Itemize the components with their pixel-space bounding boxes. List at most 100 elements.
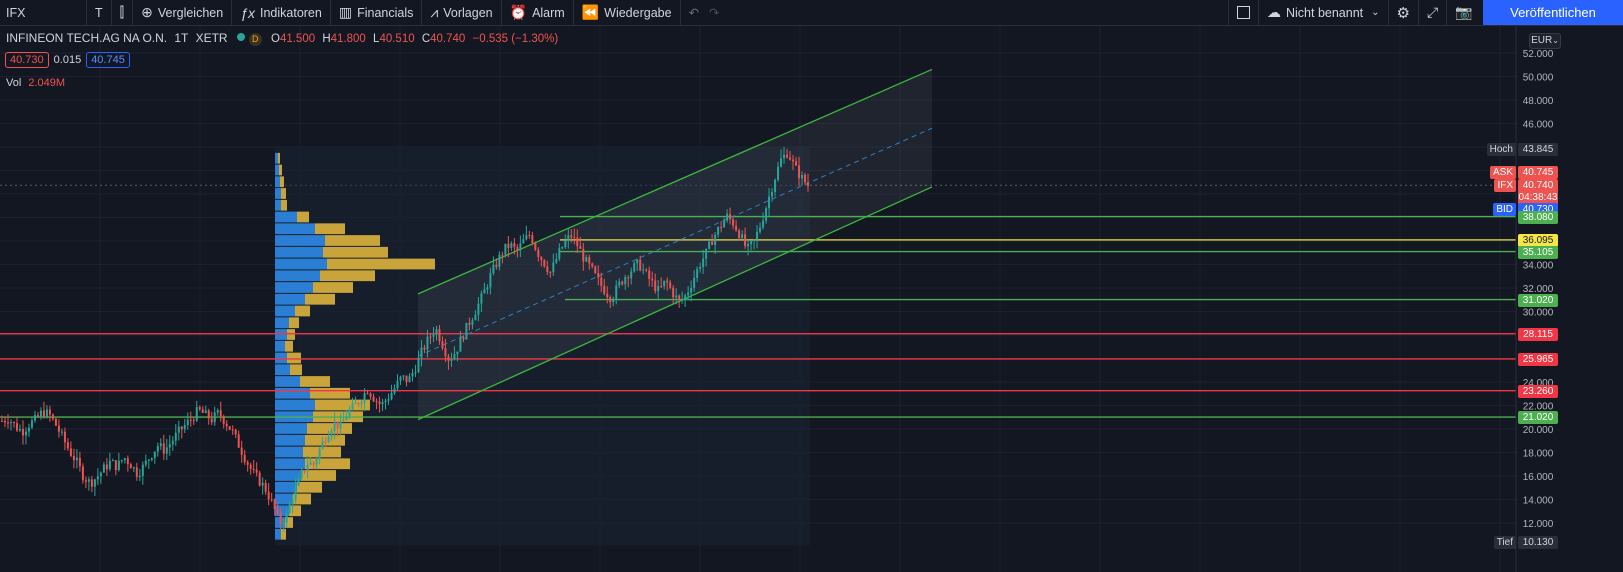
- candle-body: [348, 409, 351, 417]
- separator: [1228, 0, 1229, 25]
- candle-body: [507, 243, 510, 248]
- candle-body: [489, 273, 492, 288]
- axis-tick-label: 46.000: [1523, 120, 1554, 131]
- candle-body: [180, 426, 183, 430]
- candle-body: [243, 454, 246, 463]
- volume-profile-bar-up: [275, 223, 315, 235]
- candle-body: [678, 295, 681, 300]
- volume-profile-bar-up: [275, 329, 287, 340]
- candle-body: [384, 400, 387, 403]
- candle-body: [24, 431, 27, 436]
- volume-profile-bar-up: [275, 446, 303, 458]
- interval-button[interactable]: T: [87, 0, 111, 25]
- candle-body: [375, 401, 378, 403]
- candles: [1, 146, 809, 532]
- candle-body: [213, 412, 216, 423]
- axis-tick-label: 16.000: [1523, 472, 1554, 483]
- candle-body: [168, 444, 171, 448]
- candle-body: [807, 182, 809, 187]
- separator: [1417, 0, 1419, 25]
- candle-body: [456, 351, 459, 355]
- volume-profile-bar-down: [305, 458, 350, 470]
- sell-button[interactable]: 40.730: [5, 52, 49, 68]
- candle-body: [201, 409, 204, 413]
- candle-body: [222, 416, 225, 424]
- candle-body: [471, 320, 474, 325]
- ask-price-tag: 40.745: [1518, 166, 1558, 180]
- volume-value: 2.049M: [28, 77, 66, 89]
- volume-profile-bar-down: [315, 223, 345, 235]
- candle-body: [165, 447, 168, 454]
- fullscreen-select-button[interactable]: [1229, 0, 1258, 25]
- compare-button[interactable]: ⊕ Vergleichen: [133, 0, 231, 25]
- alarm-label: Alarm: [532, 5, 565, 20]
- chart-type-button[interactable]: ⫿: [112, 0, 132, 25]
- alarm-button[interactable]: ⏰ Alarm: [502, 0, 573, 25]
- candle-body: [579, 246, 582, 249]
- templates-button[interactable]: ⩘ Vorlagen: [422, 0, 500, 25]
- candle-body: [81, 466, 84, 481]
- candle-body: [492, 264, 495, 274]
- separator: [500, 0, 502, 25]
- candle-body: [723, 220, 726, 228]
- candle-body: [570, 235, 573, 238]
- candle-body: [741, 234, 744, 239]
- redo-button[interactable]: ↷: [707, 0, 727, 25]
- add-circle-icon: ⊕: [141, 4, 153, 20]
- candle-body: [36, 415, 39, 417]
- close-label: C: [421, 33, 431, 45]
- axis-tick-label: 30.000: [1523, 308, 1554, 319]
- volume-profile: [275, 147, 810, 546]
- candle-body: [333, 421, 336, 432]
- candle-body: [690, 287, 693, 293]
- layout-name-button[interactable]: ☁ Nicht benannt ⌄: [1259, 0, 1388, 25]
- candle-body: [123, 458, 126, 461]
- chart-canvas[interactable]: 52.00050.00048.00046.00044.00042.00040.0…: [0, 26, 1623, 572]
- volume-profile-bar-down: [310, 387, 350, 399]
- candle-body: [600, 277, 603, 286]
- ask-label-tag: ASK: [1489, 166, 1516, 180]
- settings-button[interactable]: ⚙: [1389, 0, 1418, 25]
- bar-countdown: 04:38:43: [1518, 192, 1558, 204]
- candle-body: [639, 259, 642, 271]
- level-price-tag: 36.095: [1518, 233, 1558, 247]
- fullscreen-button[interactable]: ⤢: [1419, 0, 1446, 25]
- candle-body: [255, 469, 258, 473]
- candle-body: [657, 285, 660, 292]
- volume-profile-bar-up: [275, 152, 278, 164]
- channel-mid-line: [417, 127, 933, 357]
- candle-body: [336, 421, 339, 429]
- axis-tick-label: 22.000: [1523, 402, 1554, 413]
- publish-button[interactable]: Veröffentlichen: [1483, 0, 1623, 25]
- currency-selector[interactable]: EUR⌄: [1529, 33, 1561, 49]
- replay-button[interactable]: ⏪ Wiedergabe: [574, 0, 680, 25]
- candle-body: [444, 348, 447, 357]
- candle-body: [645, 269, 648, 271]
- buy-button[interactable]: 40.745: [86, 52, 130, 68]
- candle-body: [390, 392, 393, 400]
- candle-body: [486, 287, 489, 290]
- parallel-channel[interactable]: [417, 68, 933, 421]
- candle-body: [288, 504, 291, 513]
- separator: [110, 0, 112, 25]
- candle-body: [720, 227, 723, 229]
- volume-profile-bar-up: [275, 235, 325, 246]
- horizontal-levels[interactable]: [0, 215, 1516, 418]
- undo-button[interactable]: ↶: [681, 0, 707, 25]
- indicators-button[interactable]: ƒx Indikatoren: [232, 0, 330, 25]
- camera-icon: 📷: [1455, 4, 1473, 20]
- candle-body: [30, 420, 33, 428]
- compare-label: Vergleichen: [157, 5, 224, 20]
- candle-body: [72, 455, 75, 461]
- financials-button[interactable]: ▥ Financials: [331, 0, 422, 25]
- candle-body: [300, 470, 303, 478]
- candle-body: [48, 409, 51, 415]
- volume-profile-bar-down: [281, 199, 287, 211]
- candle-body: [633, 263, 636, 272]
- symbol-search[interactable]: IFX: [0, 0, 86, 25]
- candle-body: [285, 512, 288, 523]
- candle-body: [228, 426, 231, 430]
- candle-body: [624, 277, 627, 285]
- high-value: 41.800: [330, 33, 366, 45]
- snapshot-button[interactable]: 📷: [1447, 0, 1480, 25]
